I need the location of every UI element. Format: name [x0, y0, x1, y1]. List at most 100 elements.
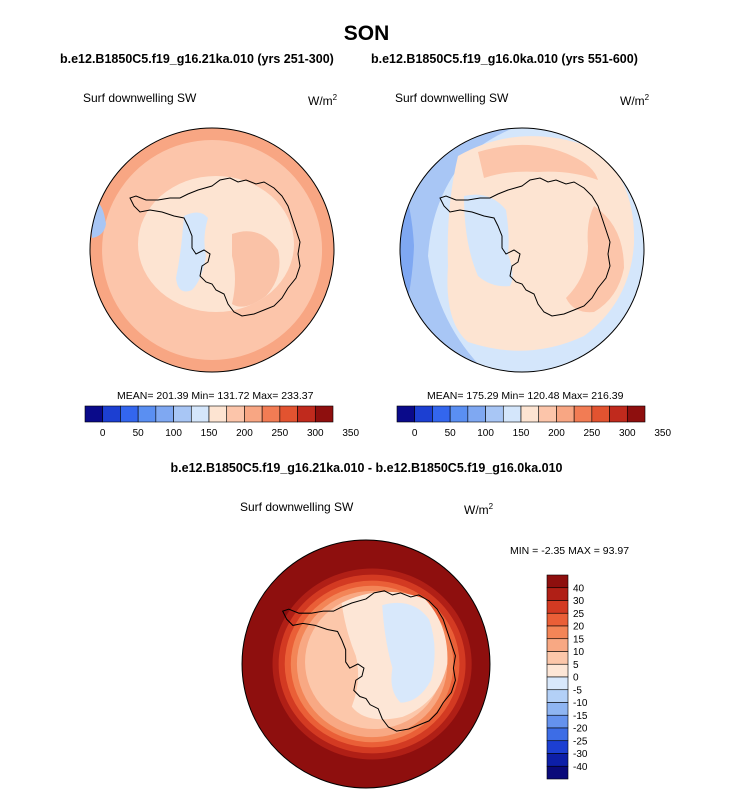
- panel-a-colorbar-box-8: [226, 405, 245, 423]
- panel-a-colorbar-box-1: [102, 405, 121, 423]
- diff-variable: Surf downwelling SW: [240, 500, 354, 514]
- run-b-title: b.e12.B1850C5.f19_g16.0ka.010 (yrs 551-6…: [371, 52, 638, 66]
- diff-stats: MIN = -2.35 MAX = 93.97: [510, 545, 630, 557]
- panel-a-units: W/m2: [308, 93, 338, 108]
- panel-a-colorbar-tick-label-5: 250: [272, 428, 289, 439]
- diff-colorbar-tick-label-3: 20: [573, 622, 585, 633]
- diff-polar-map: [241, 539, 491, 789]
- panel-b-units: W/m2: [620, 93, 650, 108]
- panel-a-colorbar-box-3: [137, 405, 157, 423]
- panel-b-colorbar-box-13: [626, 405, 646, 423]
- run-a-title: b.e12.B1850C5.f19_g16.21ka.010 (yrs 251-…: [60, 52, 334, 66]
- diff-colorbar-box-12: [546, 727, 569, 742]
- diff-colorbar-box-13: [546, 740, 569, 754]
- panel-a-colorbar-tick-label-1: 50: [133, 428, 145, 439]
- panel-b-colorbar-tick-label-0: 0: [412, 428, 418, 439]
- panel-b-colorbar-box-0: [396, 405, 416, 423]
- panel-b-colorbar-box-11: [591, 405, 610, 423]
- panel-b-colorbar-box-6: [502, 405, 522, 423]
- panel-a-colorbar-tick-label-7: 350: [342, 428, 359, 439]
- panel-b-colorbar-box-12: [609, 405, 628, 423]
- panel-a-colorbar-box-12: [297, 405, 316, 423]
- panel-a-polar-map: [89, 127, 335, 373]
- diff-colorbar-box-1: [546, 587, 569, 601]
- diff-colorbar-tick-label-2: 25: [573, 609, 585, 620]
- panel-a-stats: MEAN= 201.39 Min= 131.72 Max= 233.37: [117, 390, 314, 402]
- diff-colorbar-box-8: [546, 676, 569, 691]
- diff-colorbar-tick-label-11: -20: [573, 724, 588, 735]
- panel-b-map-border: [399, 127, 645, 373]
- panel-a-colorbar-box-9: [244, 405, 263, 423]
- diff-colorbar-tick-label-6: 5: [573, 660, 579, 671]
- panel-a-field-high-core: [232, 231, 280, 307]
- diff-colorbar-box-0: [546, 574, 569, 589]
- panel-a-colorbar-box-6: [190, 405, 210, 423]
- diff-colorbar-box-14: [546, 753, 569, 767]
- panel-a-colorbar-tick-label-0: 0: [100, 428, 106, 439]
- diff-colorbar-box-6: [546, 651, 569, 665]
- panel-a-colorbar: 0 50 100 150 200 250 300 350: [84, 405, 359, 439]
- panel-a-colorbar-box-13: [314, 405, 334, 423]
- panel-a-variable: Surf downwelling SW: [83, 91, 197, 105]
- panel-b-variable: Surf downwelling SW: [395, 91, 509, 105]
- panel-a-colorbar-box-2: [120, 405, 139, 423]
- panel-a-colorbar-box-10: [261, 405, 281, 423]
- panel-a-colorbar-tick-label-4: 200: [236, 428, 253, 439]
- panel-b-colorbar-tick-label-4: 200: [548, 428, 565, 439]
- diff-colorbar-tick-label-13: -30: [573, 749, 588, 760]
- diff-colorbar-box-15: [546, 765, 569, 780]
- diff-colorbar-box-3: [546, 612, 569, 627]
- diff-colorbar-tick-label-5: 10: [573, 647, 585, 658]
- panel-a-field-low-core: [176, 212, 208, 292]
- panel-b-colorbar-box-5: [485, 405, 504, 423]
- panel-b-colorbar-box-10: [573, 405, 593, 423]
- panel-b-colorbar-box-3: [449, 405, 469, 423]
- panel-a-colorbar-tick-label-2: 100: [165, 428, 182, 439]
- panel-b-colorbar: 0 50 100 150 200 250 300 350: [396, 405, 671, 439]
- diff-colorbar-tick-label-8: -5: [573, 685, 582, 696]
- diff-colorbar-tick-label-4: 15: [573, 634, 585, 645]
- panel-b-colorbar-tick-label-6: 300: [619, 428, 636, 439]
- panel-b-field-north-arc: [478, 144, 598, 180]
- panel-a-map-border: [89, 127, 335, 373]
- panel-b-colorbar-tick-label-1: 50: [445, 428, 457, 439]
- panel-b-field-west-band: [400, 128, 518, 372]
- diff-field-negative-core: [382, 602, 435, 703]
- panel-b-colorbar-box-7: [520, 405, 540, 423]
- diff-colorbar-box-11: [546, 714, 569, 729]
- panel-b-colorbar-box-1: [414, 405, 433, 423]
- panel-b-colorbar-tick-label-7: 350: [654, 428, 671, 439]
- diff-colorbar-tick-label-12: -25: [573, 736, 588, 747]
- diff-colorbar-box-5: [546, 638, 569, 652]
- panel-a-colorbar-box-4: [155, 405, 174, 423]
- diff-colorbar-tick-label-14: -40: [573, 762, 588, 773]
- season-title: SON: [343, 22, 390, 45]
- panel-b-colorbar-tick-label-5: 250: [584, 428, 601, 439]
- panel-b-colorbar-box-8: [538, 405, 557, 423]
- diff-title: b.e12.B1850C5.f19_g16.21ka.010 - b.e12.B…: [170, 461, 563, 475]
- diff-units: W/m2: [464, 502, 494, 517]
- diff-coastline: [281, 590, 456, 732]
- panel-b-colorbar-box-4: [467, 405, 486, 423]
- panel-a-colorbar-tick-label-3: 150: [201, 428, 218, 439]
- panel-b-colorbar-tick-label-3: 150: [513, 428, 530, 439]
- diff-colorbar-box-9: [546, 689, 569, 703]
- diff-colorbar-box-7: [546, 663, 569, 678]
- panel-a-coastline: [129, 177, 301, 317]
- panel-a-colorbar-box-0: [84, 405, 104, 423]
- diff-colorbar-tick-label-7: 0: [573, 673, 579, 684]
- panel-b-colorbar-box-9: [556, 405, 575, 423]
- panel-a-colorbar-tick-label-6: 300: [307, 428, 324, 439]
- diff-colorbar-box-2: [546, 600, 569, 614]
- panel-b-coastline: [439, 177, 611, 317]
- panel-b-stats: MEAN= 175.29 Min= 120.48 Max= 216.39: [427, 390, 624, 402]
- diff-colorbar-tick-label-1: 30: [573, 596, 585, 607]
- panel-b-polar-map: [399, 127, 645, 373]
- diff-colorbar-tick-label-9: -10: [573, 698, 588, 709]
- panel-a-colorbar-box-5: [173, 405, 192, 423]
- panel-a-colorbar-box-11: [279, 405, 298, 423]
- panel-b-colorbar-box-2: [432, 405, 451, 423]
- diff-colorbar-box-10: [546, 702, 569, 716]
- panel-a-colorbar-box-7: [208, 405, 228, 423]
